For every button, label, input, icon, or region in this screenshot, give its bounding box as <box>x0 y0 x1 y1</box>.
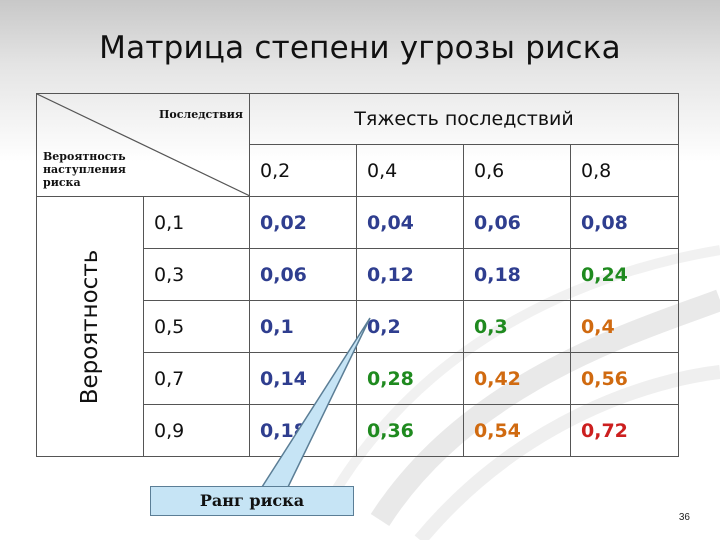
risk-value: 0,08 <box>569 196 680 249</box>
probability-value: 0,1 <box>143 196 250 249</box>
risk-value: 0,72 <box>569 404 680 457</box>
severity-value: 0,8 <box>569 144 680 197</box>
severity-value: 0,2 <box>249 144 357 197</box>
severity-value: 0,6 <box>463 144 571 197</box>
header-corner-cell: Последствия Вероятность наступления риск… <box>36 93 250 197</box>
risk-value: 0,4 <box>569 300 680 353</box>
probability-value: 0,7 <box>143 352 250 405</box>
risk-value: 0,14 <box>249 352 357 405</box>
risk-value: 0,12 <box>356 248 464 301</box>
risk-value: 0,06 <box>249 248 357 301</box>
probability-value: 0,3 <box>143 248 250 301</box>
risk-value: 0,36 <box>356 404 464 457</box>
probability-value: 0,9 <box>143 404 250 457</box>
risk-value: 0,54 <box>463 404 571 457</box>
risk-value: 0,42 <box>463 352 571 405</box>
probability-label: Вероятность наступления риска <box>43 150 126 189</box>
diagonal-divider <box>37 94 250 196</box>
risk-value: 0,04 <box>356 196 464 249</box>
slide-title: Матрица степени угрозы риска <box>99 30 621 66</box>
risk-value: 0,56 <box>569 352 680 405</box>
vertical-probability-label: Вероятность <box>77 249 103 404</box>
page-number: 36 <box>678 512 690 523</box>
risk-value: 0,24 <box>569 248 680 301</box>
risk-rank-callout: Ранг риска <box>150 486 354 516</box>
risk-value: 0,1 <box>249 300 357 353</box>
severity-value: 0,4 <box>356 144 464 197</box>
probability-value: 0,5 <box>143 300 250 353</box>
risk-value: 0,06 <box>463 196 571 249</box>
risk-value: 0,18 <box>463 248 571 301</box>
risk-value: 0,3 <box>463 300 571 353</box>
risk-matrix-table: Последствия Вероятность наступления риск… <box>36 93 680 457</box>
risk-value: 0,28 <box>356 352 464 405</box>
consequences-label: Последствия <box>159 108 243 121</box>
severity-title: Тяжесть последствий <box>248 93 680 145</box>
risk-value: 0,02 <box>249 196 357 249</box>
probability-axis-cell: Вероятность <box>36 196 144 457</box>
risk-value: 0,18 <box>249 404 357 457</box>
risk-value: 0,2 <box>356 300 464 353</box>
